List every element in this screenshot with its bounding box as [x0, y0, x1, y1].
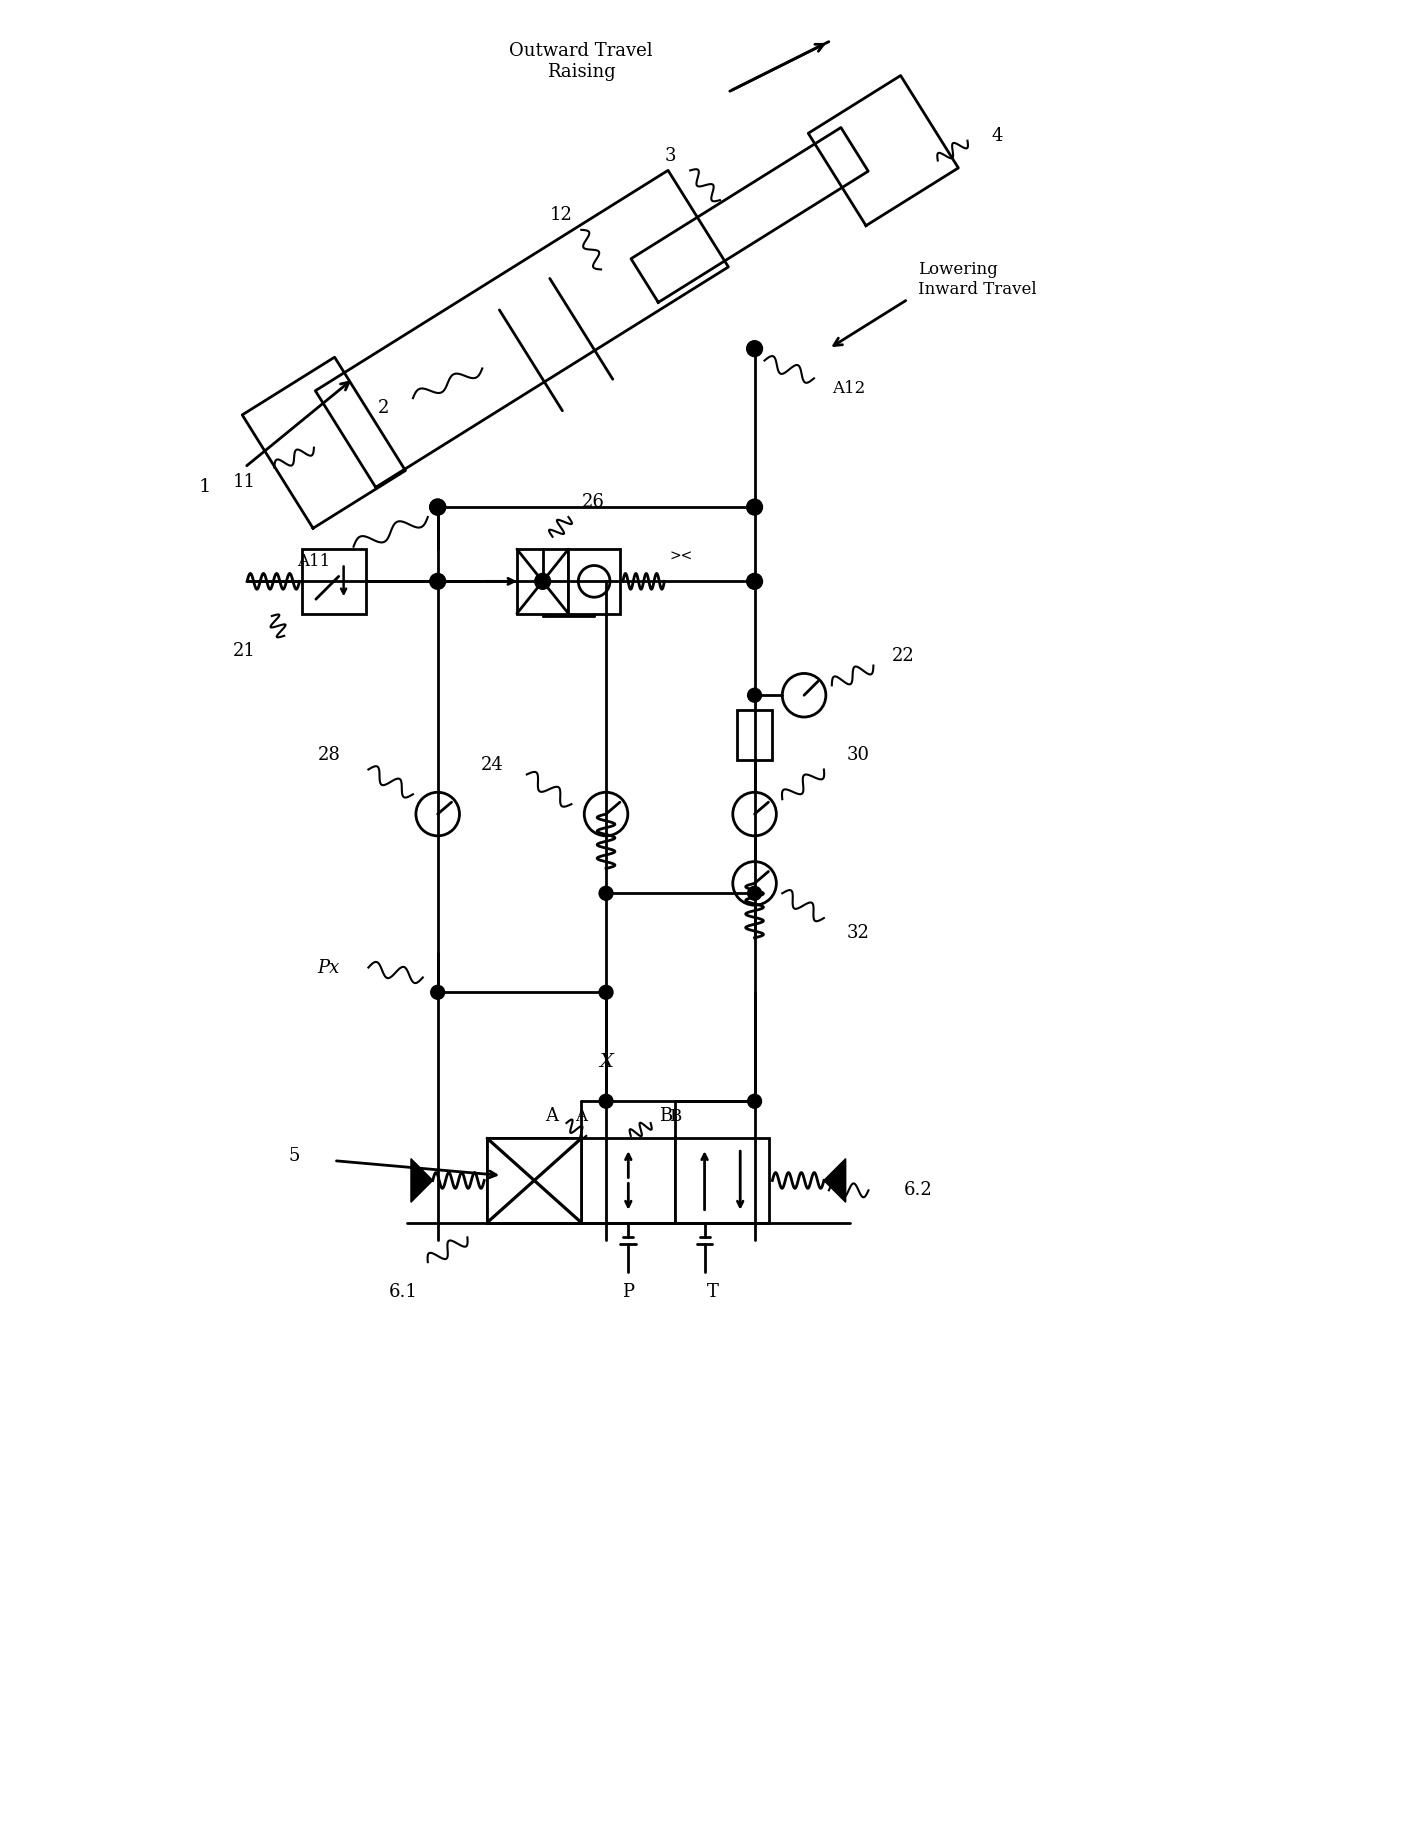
Bar	[488, 1139, 582, 1222]
Text: 12: 12	[550, 206, 573, 225]
Circle shape	[748, 1095, 762, 1108]
Bar	[518, 549, 569, 614]
Bar	[488, 1139, 582, 1222]
Bar	[582, 1139, 675, 1222]
Circle shape	[429, 499, 445, 514]
Text: A: A	[545, 1108, 557, 1124]
Text: 30: 30	[848, 746, 870, 763]
Text: 6.1: 6.1	[388, 1283, 418, 1301]
Circle shape	[599, 573, 614, 590]
Text: 24: 24	[481, 756, 503, 774]
Text: A12: A12	[832, 380, 865, 396]
Polygon shape	[411, 1159, 432, 1202]
Text: 28: 28	[317, 746, 340, 763]
Bar	[301, 549, 365, 614]
Circle shape	[599, 1095, 613, 1108]
Text: 4: 4	[991, 127, 1003, 146]
Circle shape	[747, 573, 762, 590]
Circle shape	[429, 573, 445, 590]
Text: B: B	[670, 1108, 681, 1124]
Circle shape	[429, 499, 445, 514]
Bar	[569, 549, 620, 614]
Text: 21: 21	[233, 641, 256, 660]
Text: 3: 3	[664, 147, 675, 164]
Circle shape	[748, 687, 762, 702]
Circle shape	[748, 886, 762, 899]
Text: 5: 5	[289, 1146, 300, 1165]
Text: 32: 32	[848, 923, 870, 942]
Text: A: A	[576, 1108, 587, 1124]
Text: Lowering
Inward Travel: Lowering Inward Travel	[919, 262, 1037, 297]
Text: 11: 11	[233, 474, 256, 492]
Text: 22: 22	[892, 647, 914, 665]
Polygon shape	[823, 1159, 846, 1202]
Bar	[737, 710, 772, 759]
Text: ><: ><	[670, 549, 693, 564]
Circle shape	[431, 986, 445, 999]
Text: 6.2: 6.2	[903, 1181, 933, 1200]
Bar	[675, 1139, 769, 1222]
Text: T: T	[707, 1283, 718, 1301]
Text: B: B	[658, 1108, 673, 1124]
Text: Outward Travel
Raising: Outward Travel Raising	[509, 42, 653, 81]
Circle shape	[747, 499, 762, 514]
Text: X: X	[599, 1052, 613, 1071]
Text: A11: A11	[297, 553, 330, 569]
Circle shape	[599, 986, 613, 999]
Text: 26: 26	[582, 494, 604, 511]
Circle shape	[747, 341, 762, 356]
Text: P: P	[623, 1283, 634, 1301]
Text: 1: 1	[199, 479, 212, 496]
Text: Px: Px	[317, 958, 340, 977]
Circle shape	[535, 573, 550, 590]
Text: 2: 2	[378, 400, 390, 417]
Circle shape	[599, 886, 613, 899]
